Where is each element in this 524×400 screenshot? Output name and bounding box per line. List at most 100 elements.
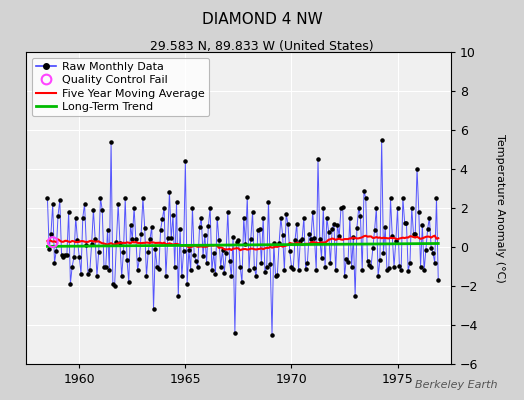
- Point: [333, 222, 342, 229]
- Point: [337, 205, 345, 211]
- Point: [324, 228, 333, 235]
- Point: [323, 214, 331, 221]
- Point: [429, 250, 437, 256]
- Point: [291, 237, 299, 243]
- Point: [222, 250, 230, 256]
- Point: [312, 267, 320, 274]
- Point: [167, 235, 176, 242]
- Point: [80, 201, 89, 207]
- Point: [406, 259, 414, 266]
- Point: [314, 156, 322, 162]
- Point: [112, 239, 121, 245]
- Point: [286, 248, 294, 254]
- Point: [119, 248, 128, 255]
- Point: [399, 195, 407, 202]
- Point: [395, 263, 403, 269]
- Point: [185, 246, 193, 253]
- Point: [54, 212, 62, 219]
- Point: [294, 267, 303, 274]
- Point: [45, 246, 53, 252]
- Point: [47, 230, 55, 237]
- Point: [176, 226, 184, 232]
- Point: [238, 279, 246, 286]
- Point: [211, 270, 220, 277]
- Point: [93, 273, 101, 280]
- Point: [420, 267, 428, 274]
- Point: [257, 259, 266, 266]
- Point: [339, 204, 347, 210]
- Point: [243, 194, 252, 200]
- Point: [208, 267, 216, 274]
- Text: Berkeley Earth: Berkeley Earth: [416, 380, 498, 390]
- Point: [365, 262, 374, 268]
- Point: [383, 267, 391, 274]
- Point: [411, 230, 419, 237]
- Point: [202, 259, 211, 266]
- Point: [201, 232, 209, 238]
- Point: [225, 258, 234, 264]
- Point: [356, 212, 365, 219]
- Point: [423, 226, 432, 232]
- Point: [43, 195, 51, 202]
- Point: [96, 195, 105, 202]
- Point: [84, 271, 92, 277]
- Point: [197, 214, 205, 221]
- Point: [155, 266, 163, 272]
- Point: [234, 237, 243, 243]
- Point: [125, 279, 133, 285]
- Point: [318, 255, 326, 262]
- Point: [353, 225, 361, 231]
- Point: [245, 267, 253, 274]
- Point: [321, 263, 329, 270]
- Point: [178, 273, 186, 280]
- Point: [413, 165, 421, 172]
- Point: [89, 207, 97, 213]
- Point: [171, 263, 179, 270]
- Point: [342, 256, 351, 262]
- Point: [358, 267, 366, 274]
- Point: [56, 197, 64, 203]
- Point: [59, 254, 68, 260]
- Point: [63, 252, 71, 258]
- Point: [307, 236, 315, 242]
- Point: [298, 236, 306, 243]
- Point: [250, 264, 258, 271]
- Point: [275, 240, 283, 246]
- Point: [123, 257, 131, 263]
- Point: [264, 199, 272, 205]
- Point: [204, 223, 213, 230]
- Point: [134, 267, 142, 274]
- Point: [146, 236, 154, 242]
- Point: [319, 205, 328, 211]
- Point: [370, 227, 379, 233]
- Point: [114, 201, 122, 207]
- Point: [195, 224, 204, 231]
- Point: [259, 214, 267, 221]
- Point: [296, 238, 304, 244]
- Point: [381, 224, 389, 230]
- Point: [388, 233, 397, 240]
- Point: [77, 270, 85, 277]
- Point: [111, 283, 119, 289]
- Point: [233, 238, 241, 245]
- Point: [73, 237, 82, 243]
- Point: [354, 205, 363, 211]
- Point: [172, 199, 181, 205]
- Point: [278, 232, 287, 239]
- Point: [98, 207, 106, 213]
- Point: [128, 236, 136, 242]
- Point: [151, 246, 159, 252]
- Point: [363, 258, 372, 264]
- Point: [61, 252, 69, 258]
- Point: [82, 242, 91, 248]
- Point: [379, 250, 388, 256]
- Point: [135, 256, 144, 262]
- Point: [309, 209, 317, 215]
- Point: [376, 257, 384, 264]
- Point: [188, 205, 196, 211]
- Point: [283, 220, 292, 227]
- Point: [346, 214, 354, 221]
- Point: [162, 273, 170, 280]
- Point: [206, 205, 214, 211]
- Point: [261, 269, 269, 275]
